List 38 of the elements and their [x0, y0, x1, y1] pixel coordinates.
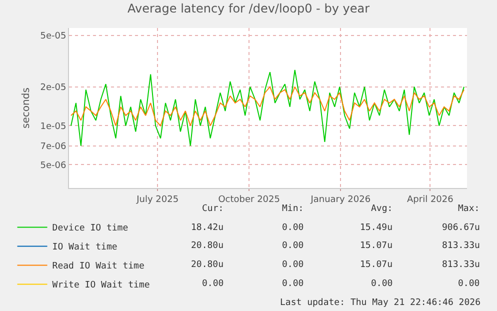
x-tick-label: October 2025: [218, 194, 280, 205]
text: 0.00: [282, 260, 304, 270]
legend-label: Read IO Wait time: [52, 262, 144, 272]
y-tick-label: 2e-05: [40, 82, 66, 93]
text: 0.00: [282, 241, 304, 251]
text: Avg:: [371, 204, 393, 214]
text: Last update: Thu May 21 22:46:46 2026: [280, 298, 480, 308]
legend-label: Device IO time: [52, 224, 128, 234]
text: 0.00: [202, 279, 224, 289]
x-tick-label: April 2026: [407, 194, 454, 205]
y-tick-label: 5e-05: [40, 32, 66, 42]
text: Max:: [458, 204, 480, 214]
line-series: [70, 86, 465, 126]
y-tick-label: 5e-06: [40, 160, 66, 171]
text: 813.33u: [442, 260, 480, 270]
text: 813.33u: [442, 241, 480, 251]
text: 0.00: [458, 279, 480, 289]
text: 15.07u: [360, 241, 393, 251]
text: Cur:: [202, 204, 224, 214]
text: 0.00: [371, 279, 393, 289]
legend-label: IO Wait time: [52, 242, 118, 253]
line-series: [70, 69, 465, 146]
y-tick-label: 1e-05: [40, 122, 66, 132]
text: 906.67u: [442, 223, 480, 233]
text: Min:: [282, 204, 304, 214]
text: 20.80u: [191, 241, 224, 251]
text: 15.07u: [360, 260, 393, 270]
chart-title: Average latency for /dev/loop0 - by year: [127, 1, 370, 16]
x-tick-label: July 2025: [136, 194, 179, 205]
text: 0.00: [282, 279, 304, 289]
text: 18.42u: [191, 223, 224, 233]
text: 0.00: [282, 223, 304, 233]
text: 15.49u: [360, 223, 393, 233]
y-tick-label: 7e-06: [40, 142, 66, 152]
x-tick-label: January 2026: [310, 194, 371, 205]
text: 20.80u: [191, 260, 224, 270]
legend-label: Write IO Wait time: [52, 280, 150, 291]
y-axis-title: seconds: [21, 88, 32, 128]
